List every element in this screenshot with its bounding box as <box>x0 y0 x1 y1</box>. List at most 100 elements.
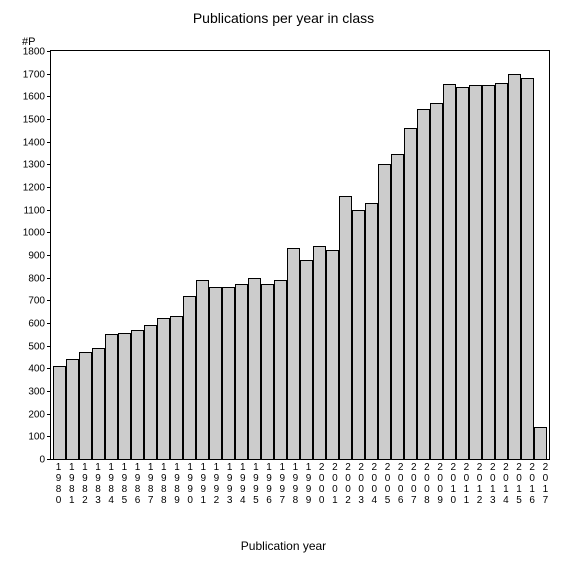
x-tick-label: 1985 <box>118 462 131 506</box>
x-tick-label: 1998 <box>289 462 302 506</box>
y-tick-label: 600 <box>28 319 51 330</box>
y-tick-label: 500 <box>28 341 51 352</box>
x-tick-label: 2011 <box>460 462 473 506</box>
x-tick-label: 1990 <box>184 462 197 506</box>
x-tick-label: 2004 <box>368 462 381 506</box>
bar <box>417 109 429 459</box>
y-tick-label: 900 <box>28 251 51 262</box>
chart-container: Publications per year in class #P 010020… <box>0 0 567 567</box>
x-tick-label: 1991 <box>197 462 210 506</box>
plot-area: 0100200300400500600700800900100011001200… <box>50 50 550 460</box>
bar <box>144 325 156 459</box>
y-tick-mark <box>47 414 51 415</box>
y-tick-label: 1400 <box>23 137 51 148</box>
bar <box>261 284 273 459</box>
y-tick-label: 800 <box>28 273 51 284</box>
y-tick-label: 1000 <box>23 228 51 239</box>
x-tick-label: 1986 <box>131 462 144 506</box>
bar <box>378 164 390 459</box>
y-tick-mark <box>47 278 51 279</box>
x-tick-label: 1992 <box>210 462 223 506</box>
y-tick-mark <box>47 436 51 437</box>
x-axis-labels: 1980198119821983198419851986198719881989… <box>50 462 554 506</box>
x-tick-label: 2017 <box>539 462 552 506</box>
y-tick-mark <box>47 232 51 233</box>
bar <box>209 287 221 459</box>
x-tick-label: 2015 <box>512 462 525 506</box>
x-tick-label: 2001 <box>328 462 341 506</box>
x-tick-label: 1988 <box>157 462 170 506</box>
bar <box>495 83 507 459</box>
x-tick-label: 2005 <box>381 462 394 506</box>
x-tick-label: 1999 <box>302 462 315 506</box>
x-tick-label: 2003 <box>355 462 368 506</box>
bar <box>118 333 130 459</box>
bar <box>365 203 377 459</box>
y-tick-label: 1600 <box>23 92 51 103</box>
x-tick-label: 2007 <box>407 462 420 506</box>
y-tick-mark <box>47 323 51 324</box>
y-tick-label: 1800 <box>23 47 51 58</box>
bar <box>170 316 182 459</box>
x-tick-label: 1994 <box>236 462 249 506</box>
y-tick-mark <box>47 300 51 301</box>
bar <box>53 366 65 459</box>
bar <box>235 284 247 459</box>
y-tick-mark <box>47 368 51 369</box>
x-tick-label: 1989 <box>170 462 183 506</box>
bar <box>157 318 169 459</box>
y-tick-mark <box>47 74 51 75</box>
x-tick-label: 2008 <box>420 462 433 506</box>
y-tick-label: 1700 <box>23 69 51 80</box>
x-tick-label: 1993 <box>223 462 236 506</box>
x-tick-label: 1987 <box>144 462 157 506</box>
y-tick-mark <box>47 391 51 392</box>
y-tick-mark <box>47 210 51 211</box>
y-tick-label: 700 <box>28 296 51 307</box>
bar <box>183 296 195 459</box>
y-tick-label: 1300 <box>23 160 51 171</box>
bar <box>274 280 286 459</box>
y-tick-mark <box>47 459 51 460</box>
y-tick-mark <box>47 119 51 120</box>
bar <box>456 87 468 459</box>
x-tick-label: 2000 <box>315 462 328 506</box>
x-tick-label: 2009 <box>434 462 447 506</box>
bar <box>352 210 364 459</box>
y-tick-mark <box>47 187 51 188</box>
x-tick-label: 2014 <box>499 462 512 506</box>
bar <box>313 246 325 459</box>
bar <box>248 278 260 459</box>
y-tick-label: 100 <box>28 432 51 443</box>
y-tick-mark <box>47 51 51 52</box>
x-tick-label: 1997 <box>276 462 289 506</box>
bar <box>92 348 104 459</box>
bar <box>326 250 338 459</box>
y-tick-label: 1100 <box>23 205 51 216</box>
bar <box>339 196 351 459</box>
y-tick-mark <box>47 346 51 347</box>
bars-group <box>51 51 549 459</box>
x-tick-label: 2002 <box>341 462 354 506</box>
bar <box>391 154 403 459</box>
chart-title: Publications per year in class <box>0 10 567 26</box>
bar <box>508 74 520 459</box>
bar <box>79 352 91 459</box>
y-tick-label: 200 <box>28 409 51 420</box>
y-tick-label: 300 <box>28 387 51 398</box>
x-tick-label: 2010 <box>447 462 460 506</box>
x-tick-label: 1982 <box>78 462 91 506</box>
bar <box>469 85 481 459</box>
x-tick-label: 2006 <box>394 462 407 506</box>
bar <box>430 103 442 459</box>
bar <box>443 84 455 459</box>
bar <box>482 85 494 459</box>
x-tick-label: 1996 <box>263 462 276 506</box>
bar <box>105 334 117 459</box>
y-tick-mark <box>47 96 51 97</box>
x-axis-title: Publication year <box>0 539 567 553</box>
y-tick-label: 1500 <box>23 115 51 126</box>
bar <box>300 260 312 459</box>
x-tick-label: 1983 <box>91 462 104 506</box>
x-tick-label: 2016 <box>526 462 539 506</box>
